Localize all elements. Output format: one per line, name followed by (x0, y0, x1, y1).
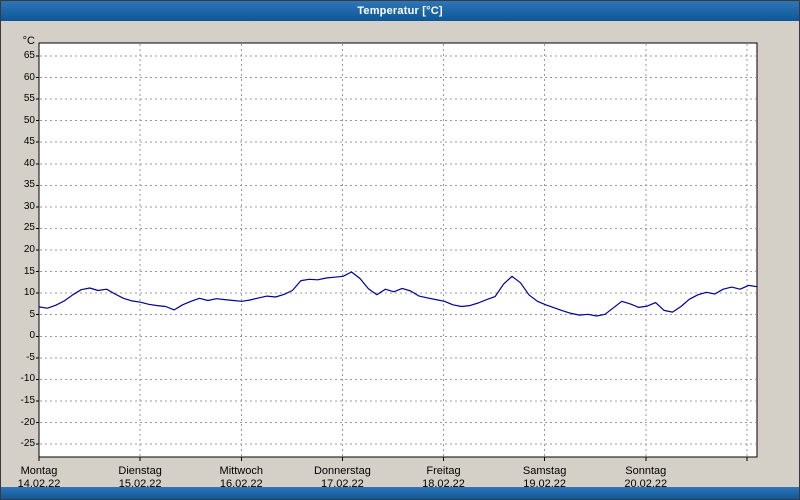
y-axis-tick-label: 0 (29, 330, 35, 342)
y-axis-tick-label: 20 (23, 244, 35, 255)
temperature-chart (36, 42, 758, 461)
y-axis-tick-label: -25 (20, 438, 35, 450)
y-axis-tick-label: 65 (23, 49, 35, 61)
x-axis-day-label: Montag (20, 465, 58, 477)
x-axis-day-label: Donnerstag (313, 465, 371, 477)
y-axis-tick-label: 5 (29, 308, 35, 320)
y-axis-tick-label: 40 (23, 157, 35, 169)
y-axis-tick-label: 50 (23, 114, 35, 126)
x-axis-day-label: Freitag (426, 465, 461, 477)
temperature-line (38, 271, 758, 317)
x-axis-day-label: Dienstag (118, 465, 162, 477)
y-axis-tick-label: 25 (23, 222, 35, 234)
plot-background (38, 42, 758, 458)
x-axis-day-label: Sonntag (625, 465, 667, 477)
window-title: Temperatur [°C] (357, 5, 443, 17)
y-axis-unit-label: °C (22, 35, 35, 47)
y-axis-tick-label: 45 (23, 136, 35, 148)
y-axis-tick-label: 35 (23, 179, 35, 191)
footer-bar (1, 487, 799, 499)
x-axis-day-label: Samstag (522, 465, 567, 477)
y-axis-tick-label: 15 (23, 265, 35, 277)
y-axis-tick-label: 30 (23, 200, 35, 212)
y-axis-tick-label: -15 (20, 394, 35, 406)
y-axis-tick-label: 60 (23, 71, 35, 83)
y-axis-tick-label: -20 (20, 416, 35, 428)
title-bar: Temperatur [°C] (1, 1, 799, 21)
y-axis-tick-label: 10 (23, 287, 35, 299)
y-axis-tick-label: -5 (26, 351, 35, 363)
y-axis-tick-label: 55 (23, 93, 35, 105)
x-axis-day-label: Mittwoch (219, 465, 263, 477)
y-axis-tick-label: -10 (20, 373, 35, 385)
chart-area: °C 65 60 55 50 45 40 35 30 25 20 15 10 5 0 -5 -10 -15 -20… (1, 21, 799, 499)
